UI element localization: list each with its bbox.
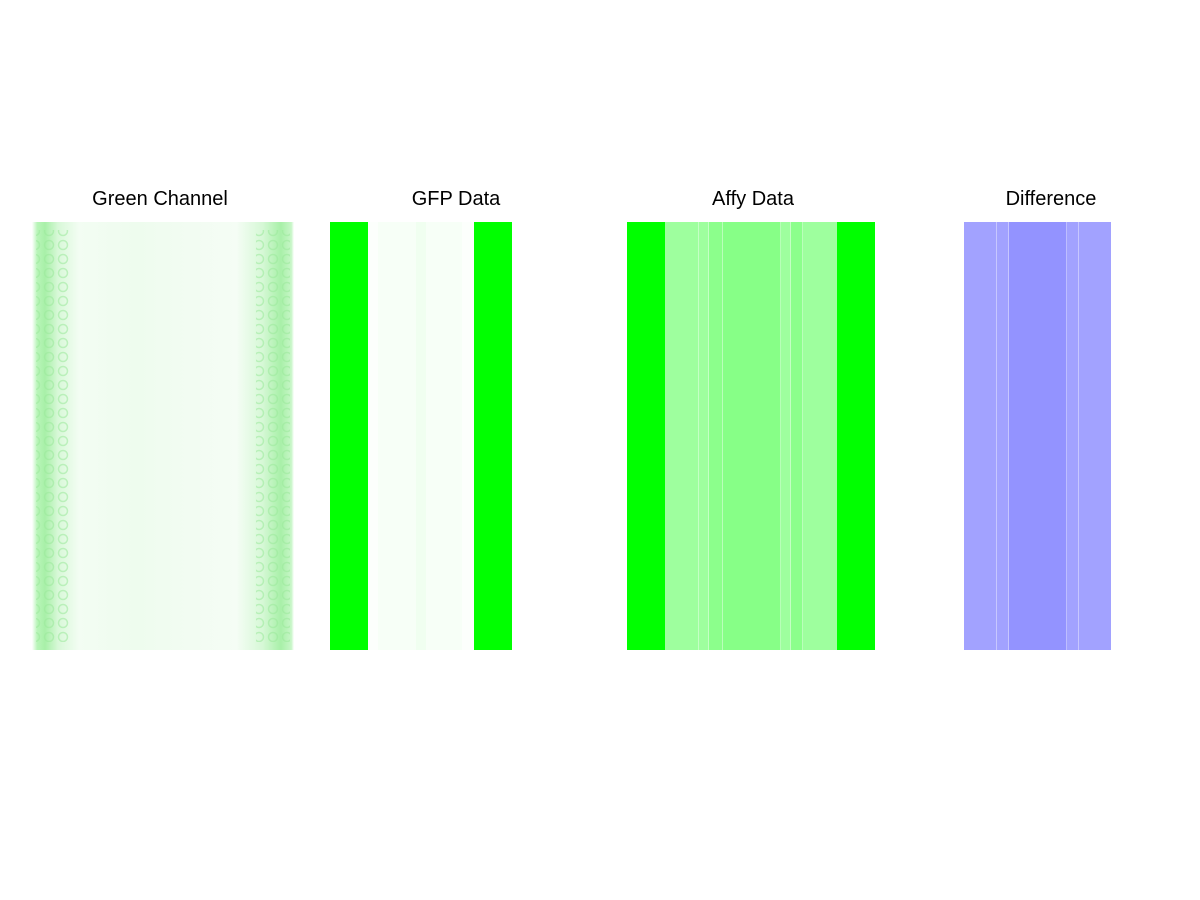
strip-3 xyxy=(416,222,426,650)
affy-data-strips xyxy=(627,222,875,650)
difference-strips xyxy=(964,222,1111,650)
strip-6 xyxy=(791,222,803,650)
strip-8 xyxy=(837,222,875,650)
difference-title: Difference xyxy=(1006,188,1097,210)
strip-0 xyxy=(627,222,665,650)
strip-4 xyxy=(426,222,462,650)
green-channel-image xyxy=(32,222,294,650)
difference-panel: Difference xyxy=(964,188,1111,650)
affy-data-title: Affy Data xyxy=(712,188,795,210)
green-channel-right-cells xyxy=(256,230,290,642)
strip-4 xyxy=(1079,222,1111,650)
strip-1 xyxy=(665,222,699,650)
strip-7 xyxy=(803,222,837,650)
gfp-data-title: GFP Data xyxy=(412,188,501,210)
gfp-data-panel: GFP Data xyxy=(330,188,512,650)
strip-0 xyxy=(964,222,997,650)
strip-2 xyxy=(378,222,416,650)
strip-2 xyxy=(1009,222,1067,650)
strip-2 xyxy=(699,222,709,650)
green-channel-title: Green Channel xyxy=(92,188,228,210)
gfp-data-strips xyxy=(330,222,512,650)
strip-3 xyxy=(709,222,723,650)
strip-1 xyxy=(368,222,378,650)
strip-4 xyxy=(723,222,781,650)
strip-1 xyxy=(997,222,1009,650)
strip-3 xyxy=(1067,222,1079,650)
strip-0 xyxy=(330,222,368,650)
green-channel-panel: Green Channel xyxy=(32,188,294,650)
strip-5 xyxy=(781,222,791,650)
green-channel-left-cells xyxy=(36,230,70,642)
affy-data-panel: Affy Data xyxy=(627,188,875,650)
strip-6 xyxy=(474,222,512,650)
strip-5 xyxy=(462,222,474,650)
